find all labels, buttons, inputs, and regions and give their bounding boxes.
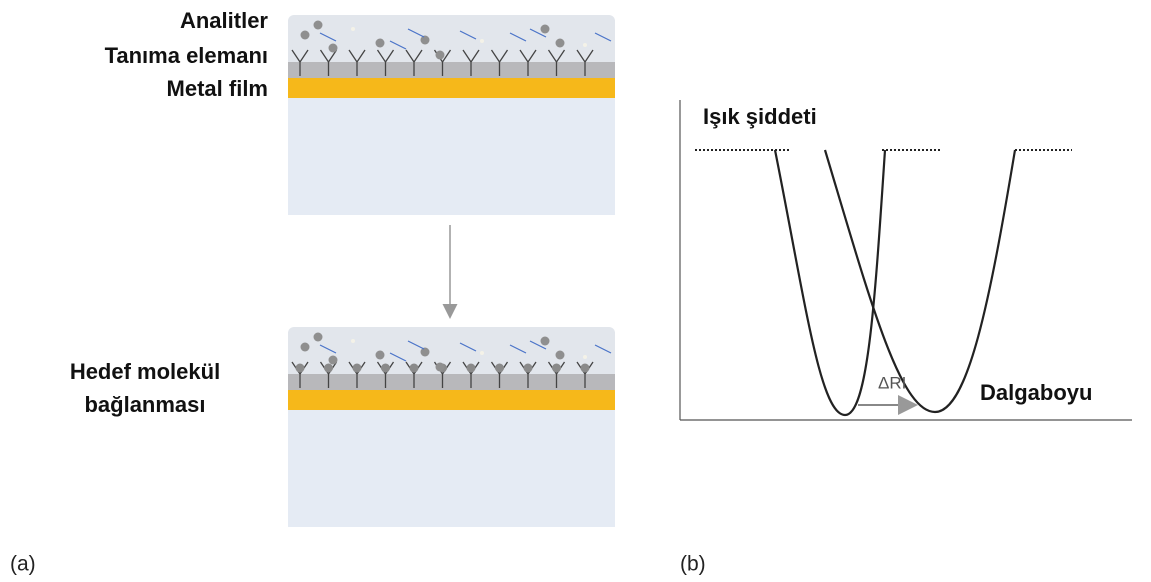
bound-molecule bbox=[467, 364, 476, 373]
analyte bbox=[436, 51, 445, 60]
bound-molecule bbox=[324, 364, 333, 373]
bound-molecule bbox=[495, 364, 504, 373]
recognition-layer bbox=[288, 62, 615, 78]
metal-film bbox=[288, 78, 615, 98]
analyte bbox=[329, 356, 338, 365]
axis-label: Işık şiddeti bbox=[703, 104, 817, 129]
spectrum-before bbox=[775, 150, 885, 415]
substrate bbox=[288, 98, 615, 215]
recognition-layer bbox=[288, 374, 615, 390]
label: bağlanması bbox=[84, 392, 205, 417]
metal-film bbox=[288, 390, 615, 410]
analyte bbox=[421, 348, 430, 357]
bound-molecule bbox=[381, 364, 390, 373]
analyte bbox=[541, 337, 550, 346]
label: Analitler bbox=[180, 8, 268, 33]
axis-label: Dalgaboyu bbox=[980, 380, 1092, 405]
analyte bbox=[376, 351, 385, 360]
sensor-top bbox=[288, 15, 615, 215]
label: Metal film bbox=[167, 76, 268, 101]
spectrum-after bbox=[825, 150, 1015, 412]
bound-molecule bbox=[552, 364, 561, 373]
analyte bbox=[351, 339, 355, 343]
analyte bbox=[583, 43, 587, 47]
analyte bbox=[556, 39, 565, 48]
analyte bbox=[301, 343, 310, 352]
analyte bbox=[329, 44, 338, 53]
bound-molecule bbox=[296, 364, 305, 373]
shift-label: ΔRI bbox=[878, 373, 906, 392]
panel-tag: (a) bbox=[10, 553, 36, 576]
analyte bbox=[351, 27, 355, 31]
analyte bbox=[314, 333, 323, 342]
bound-molecule bbox=[410, 364, 419, 373]
figure: Analitler Tanıma elemanı Metal film Hede… bbox=[0, 0, 1151, 582]
analyte bbox=[556, 351, 565, 360]
analyte bbox=[436, 363, 445, 372]
panel-tag: (b) bbox=[680, 553, 706, 576]
analyte bbox=[480, 39, 484, 43]
sensor-bottom bbox=[288, 327, 615, 527]
analyte bbox=[376, 39, 385, 48]
bound-molecule bbox=[581, 364, 590, 373]
analyte bbox=[583, 355, 587, 359]
bound-molecule bbox=[524, 364, 533, 373]
analyte bbox=[421, 36, 430, 45]
bound-molecule bbox=[353, 364, 362, 373]
analyte bbox=[541, 25, 550, 34]
analyte-layer bbox=[288, 327, 615, 379]
analyte-layer bbox=[288, 15, 615, 67]
analyte bbox=[301, 31, 310, 40]
analyte bbox=[314, 21, 323, 30]
label: Hedef molekül bbox=[70, 359, 220, 384]
substrate bbox=[288, 410, 615, 527]
label: Tanıma elemanı bbox=[105, 43, 268, 68]
analyte bbox=[480, 351, 484, 355]
